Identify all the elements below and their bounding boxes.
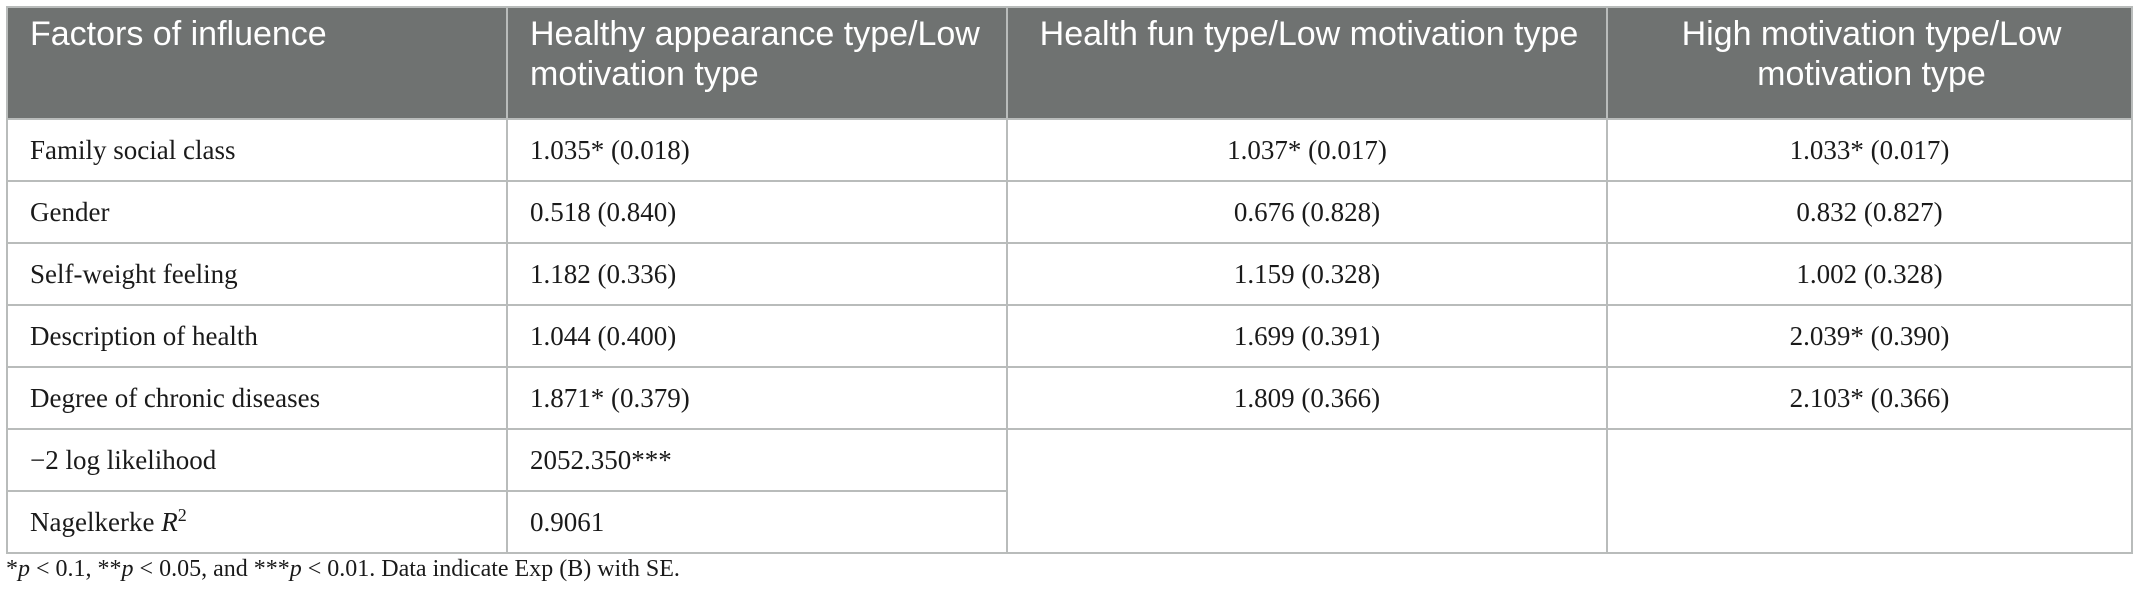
stats-row-nagelkerke: Nagelkerke R2 0.9061 [6,490,2132,554]
table-row: Degree of chronic diseases 1.871* (0.379… [6,366,2133,430]
cell-value: 1.037* (0.017) [1006,118,1608,182]
label-text: Nagelkerke [30,506,162,537]
label-superscript: 2 [177,504,187,525]
cell-value: 1.044 (0.400) [506,304,1008,368]
cell-value: 2.103* (0.366) [1606,366,2133,430]
table-row: Description of health 1.044 (0.400) 1.69… [6,304,2133,368]
cell-value: 0.832 (0.827) [1606,180,2133,244]
results-table-container: Factors of influence Healthy appearance … [6,6,2133,554]
stats-row-log-likelihood: −2 log likelihood 2052.350*** [6,428,2133,554]
header-healthy-appearance: Healthy appearance type/Low motivation t… [506,6,1008,120]
label-italic-r: R [161,506,178,537]
cell-value: 2.039* (0.390) [1606,304,2133,368]
cell-value: 1.809 (0.366) [1006,366,1608,430]
header-factors: Factors of influence [6,6,508,120]
cell-value: 1.699 (0.391) [1006,304,1608,368]
table-footnote: *p < 0.1, **p < 0.05, and ***p < 0.01. D… [6,556,680,583]
footnote-part: < 0.1, ** [30,556,122,582]
footnote-italic-p: p [289,556,302,582]
row-label: −2 log likelihood [6,428,508,492]
row-label: Gender [6,180,508,244]
table-row: Family social class 1.035* (0.018) 1.037… [6,118,2133,182]
row-label: Nagelkerke R2 [6,490,508,554]
row-label: Family social class [6,118,508,182]
regression-results-table: Factors of influence Healthy appearance … [6,6,2133,554]
row-label: Degree of chronic diseases [6,366,508,430]
table-row: Self-weight feeling 1.182 (0.336) 1.159 … [6,242,2133,306]
cell-value: 1.159 (0.328) [1006,242,1608,306]
row-label: Description of health [6,304,508,368]
footnote-italic-p: p [121,556,134,582]
cell-value: 2052.350*** [506,428,1008,492]
cell-value: 1.871* (0.379) [506,366,1008,430]
empty-cell [1006,428,1608,554]
footnote-italic-p: p [18,556,30,582]
cell-value: 1.033* (0.017) [1606,118,2133,182]
cell-value: 0.518 (0.840) [506,180,1008,244]
table-header-row: Factors of influence Healthy appearance … [6,6,2133,120]
header-health-fun: Health fun type/Low motivation type [1006,6,1608,120]
table-row: Gender 0.518 (0.840) 0.676 (0.828) 0.832… [6,180,2133,244]
empty-cell [1606,428,2133,554]
cell-value: 1.035* (0.018) [506,118,1008,182]
cell-value: 0.676 (0.828) [1006,180,1608,244]
cell-value: 1.182 (0.336) [506,242,1008,306]
cell-value: 0.9061 [506,490,1008,554]
footnote-part: * [6,556,18,582]
footnote-part: < 0.01. Data indicate Exp (B) with SE. [301,556,680,582]
cell-value: 1.002 (0.328) [1606,242,2133,306]
header-high-motivation: High motivation type/Low motivation type [1606,6,2133,120]
footnote-part: < 0.05, and *** [133,556,290,582]
row-label: Self-weight feeling [6,242,508,306]
